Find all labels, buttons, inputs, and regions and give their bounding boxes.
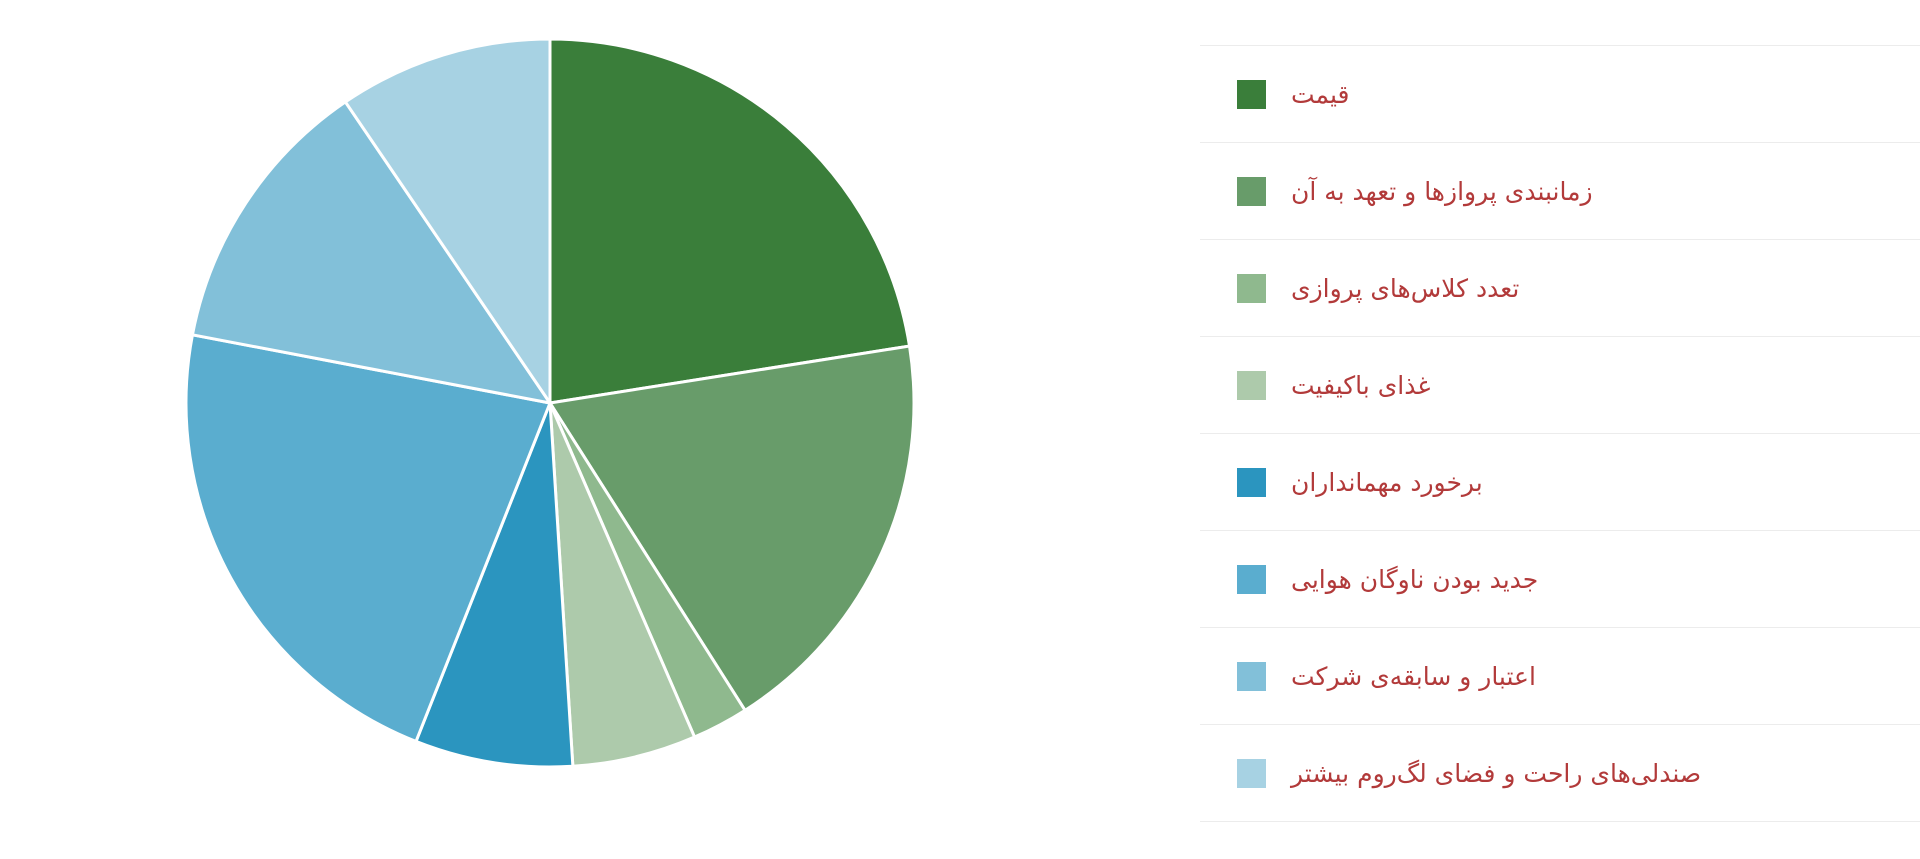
pie-slice-8[interactable]	[343, 37, 552, 405]
pie-slice-1[interactable]	[548, 37, 912, 405]
legend-item-3[interactable]: تعدد کلاس‌های پروازی	[1200, 240, 1920, 337]
legend-swatch	[1237, 467, 1266, 497]
legend-item-8[interactable]: صندلی‌های راحت و فضای لگ‌روم بیشتر	[1200, 725, 1920, 822]
legend-swatch	[1237, 79, 1266, 109]
pie-slice-7[interactable]	[190, 100, 552, 405]
legend-item-5[interactable]: برخورد مهمانداران	[1200, 434, 1920, 531]
legend-label: صندلی‌های راحت و فضای لگ‌روم بیشتر	[1291, 758, 1702, 788]
legend-swatch	[1237, 176, 1266, 206]
legend-swatch	[1237, 661, 1266, 691]
legend-label: جدید بودن ناوگان هوایی	[1291, 564, 1539, 594]
legend-item-7[interactable]: اعتبار و سابقه‌ی شرکت	[1200, 628, 1920, 725]
legend-item-6[interactable]: جدید بودن ناوگان هوایی	[1200, 531, 1920, 628]
legend-label: قیمت	[1291, 79, 1350, 109]
legend-item-1[interactable]: قیمت	[1200, 46, 1920, 143]
pie-slice-5[interactable]	[414, 401, 575, 769]
legend: قیمت زمانبندی پروازها و تعهد به آن تعدد کل…	[1200, 45, 1920, 822]
legend-item-2[interactable]: زمانبندی پروازها و تعهد به آن	[1200, 143, 1920, 240]
pie-slice-2[interactable]	[548, 344, 916, 712]
legend-label: تعدد کلاس‌های پروازی	[1291, 273, 1520, 303]
legend-swatch	[1237, 370, 1266, 400]
legend-item-4[interactable]: غذای باکیفیت	[1200, 337, 1920, 434]
pie-chart	[184, 37, 916, 769]
legend-swatch	[1237, 273, 1266, 303]
legend-label: غذای باکیفیت	[1291, 370, 1431, 400]
legend-label: اعتبار و سابقه‌ی شرکت	[1291, 661, 1536, 691]
legend-label: برخورد مهمانداران	[1291, 467, 1483, 497]
pie-slice-6[interactable]	[184, 333, 552, 743]
legend-label: زمانبندی پروازها و تعهد به آن	[1291, 176, 1593, 206]
legend-swatch	[1237, 564, 1266, 594]
legend-swatch	[1237, 758, 1266, 788]
